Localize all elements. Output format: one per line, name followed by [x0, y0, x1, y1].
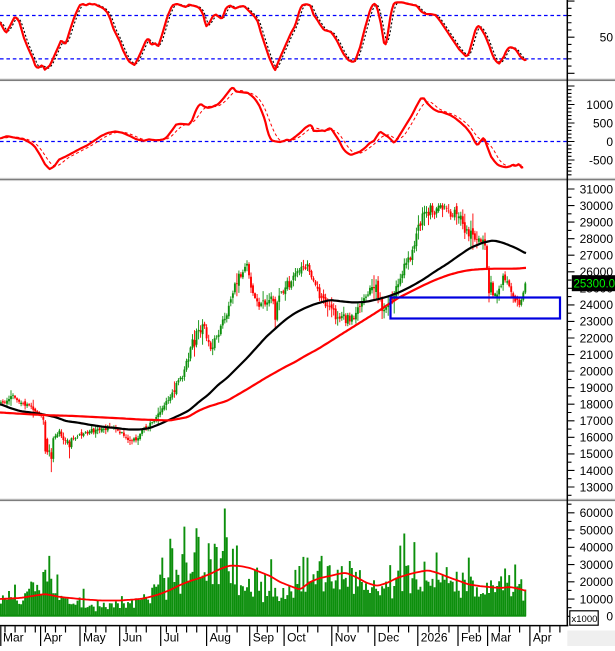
svg-text:30000: 30000	[580, 558, 614, 572]
svg-text:0: 0	[606, 135, 613, 149]
svg-text:-500: -500	[589, 153, 613, 167]
svg-text:31000: 31000	[580, 182, 614, 196]
svg-text:15000: 15000	[580, 447, 614, 461]
svg-text:28000: 28000	[580, 232, 614, 246]
svg-text:27000: 27000	[580, 249, 614, 263]
svg-text:Apr: Apr	[44, 631, 63, 645]
svg-text:Mar: Mar	[491, 631, 512, 645]
svg-text:Jul: Jul	[164, 631, 179, 645]
svg-text:0: 0	[606, 610, 613, 624]
svg-text:Feb: Feb	[461, 631, 482, 645]
svg-text:40000: 40000	[580, 541, 614, 555]
svg-text:50000: 50000	[580, 523, 614, 537]
svg-text:24000: 24000	[580, 298, 614, 312]
svg-text:29000: 29000	[580, 215, 614, 229]
svg-text:60000: 60000	[580, 506, 614, 520]
svg-text:x1000: x1000	[572, 614, 598, 625]
svg-text:2026: 2026	[421, 631, 448, 645]
svg-text:50: 50	[600, 31, 614, 45]
svg-text:17000: 17000	[580, 414, 614, 428]
svg-text:1000: 1000	[586, 98, 613, 112]
svg-text:14000: 14000	[580, 464, 614, 478]
svg-text:23000: 23000	[580, 315, 614, 329]
svg-text:30000: 30000	[580, 199, 614, 213]
svg-text:Oct: Oct	[287, 631, 306, 645]
svg-text:25300.00: 25300.00	[574, 279, 615, 291]
svg-text:Mar: Mar	[3, 631, 24, 645]
svg-text:21000: 21000	[580, 348, 614, 362]
svg-text:20000: 20000	[580, 575, 614, 589]
svg-text:Sep: Sep	[253, 631, 275, 645]
svg-text:10000: 10000	[580, 592, 614, 606]
svg-text:20000: 20000	[580, 364, 614, 378]
svg-text:13000: 13000	[580, 480, 614, 494]
svg-text:Apr: Apr	[533, 631, 552, 645]
svg-text:18000: 18000	[580, 398, 614, 412]
svg-text:Dec: Dec	[378, 631, 399, 645]
svg-text:19000: 19000	[580, 381, 614, 395]
svg-text:May: May	[83, 631, 106, 645]
svg-text:Jun: Jun	[123, 631, 142, 645]
svg-text:Nov: Nov	[335, 631, 356, 645]
svg-text:Aug: Aug	[210, 631, 231, 645]
svg-text:16000: 16000	[580, 431, 614, 445]
svg-text:22000: 22000	[580, 331, 614, 345]
svg-text:500: 500	[593, 116, 613, 130]
